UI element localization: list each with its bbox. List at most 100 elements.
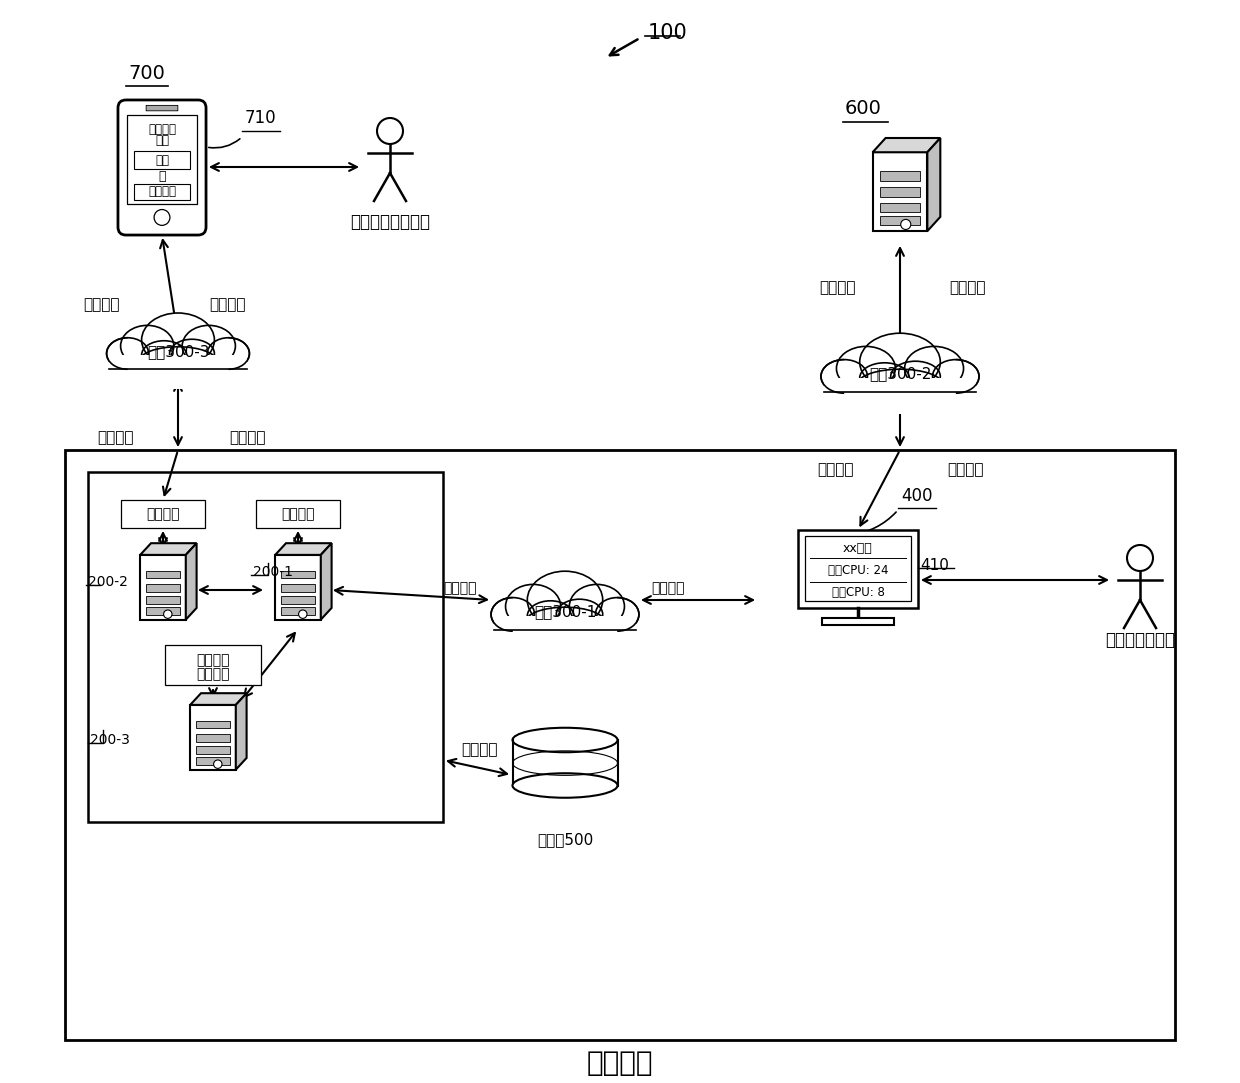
Ellipse shape [182, 325, 236, 367]
Ellipse shape [141, 341, 186, 369]
Text: 界面: 界面 [155, 134, 169, 147]
Text: 200-1: 200-1 [253, 565, 293, 579]
Ellipse shape [491, 598, 534, 631]
Polygon shape [873, 138, 940, 153]
Text: 业务数据: 业务数据 [461, 743, 498, 757]
Bar [165, 645, 260, 686]
Ellipse shape [525, 608, 605, 638]
Ellipse shape [527, 601, 574, 631]
Bar [255, 500, 340, 529]
Polygon shape [275, 544, 331, 554]
Bar [822, 618, 894, 625]
Polygon shape [873, 153, 928, 231]
Ellipse shape [890, 362, 940, 392]
Polygon shape [321, 544, 331, 619]
Bar [281, 597, 315, 604]
Ellipse shape [120, 325, 174, 367]
Ellipse shape [905, 347, 963, 390]
Text: 100: 100 [649, 23, 688, 43]
Text: 业务数据: 业务数据 [229, 431, 267, 445]
Ellipse shape [857, 369, 942, 400]
Bar [805, 536, 911, 601]
Bar [134, 184, 190, 200]
Ellipse shape [569, 585, 625, 628]
Text: 业务数据: 业务数据 [210, 298, 247, 313]
Bar [281, 571, 315, 578]
Circle shape [900, 220, 911, 230]
Polygon shape [236, 693, 247, 770]
Bar [146, 597, 180, 604]
Circle shape [164, 610, 172, 618]
Ellipse shape [207, 338, 249, 369]
Bar [825, 378, 976, 414]
Bar [492, 608, 637, 648]
Bar [822, 370, 977, 410]
Bar [108, 348, 248, 384]
Text: 申请信息: 申请信息 [947, 462, 983, 478]
Text: 200-3: 200-3 [91, 733, 130, 747]
Text: 业务数据: 业务数据 [148, 184, 176, 197]
Text: 网络300-2: 网络300-2 [869, 366, 931, 381]
Ellipse shape [557, 599, 603, 629]
Bar [512, 740, 618, 785]
Text: xx网关: xx网关 [843, 542, 873, 554]
Text: 网络300-3: 网络300-3 [146, 343, 210, 358]
Text: 许可信息: 许可信息 [820, 280, 857, 296]
Text: 接口网关: 接口网关 [196, 667, 229, 681]
Text: 200-2: 200-2 [88, 575, 128, 589]
Text: 客户侧部署人员: 客户侧部署人员 [1105, 631, 1176, 649]
Text: 查询: 查询 [155, 154, 169, 167]
Bar [126, 115, 197, 204]
Ellipse shape [595, 598, 639, 631]
Text: 700: 700 [128, 64, 165, 83]
Polygon shape [140, 544, 197, 554]
Text: 接入网关: 接入网关 [281, 507, 315, 521]
Bar [494, 616, 636, 652]
Bar [109, 355, 247, 389]
Bar [196, 720, 229, 728]
Ellipse shape [141, 313, 215, 367]
Polygon shape [190, 693, 247, 705]
Ellipse shape [506, 585, 560, 628]
Ellipse shape [512, 773, 618, 798]
Circle shape [154, 209, 170, 225]
Bar [281, 608, 315, 615]
Polygon shape [928, 138, 940, 231]
Ellipse shape [859, 334, 940, 391]
Bar [281, 584, 315, 591]
Text: 许可信息: 许可信息 [443, 580, 476, 595]
Ellipse shape [139, 347, 217, 375]
Text: 查询请求: 查询请求 [97, 431, 133, 445]
Polygon shape [190, 705, 236, 770]
Circle shape [377, 118, 403, 144]
Polygon shape [140, 554, 186, 619]
Text: 申请信息: 申请信息 [950, 280, 986, 296]
Ellipse shape [821, 360, 868, 393]
Ellipse shape [170, 339, 215, 368]
Text: 分配CPU: 8: 分配CPU: 8 [832, 587, 884, 600]
Bar [64, 451, 1176, 1040]
Ellipse shape [859, 363, 909, 393]
Bar [146, 608, 180, 615]
Bar [146, 571, 180, 578]
Text: ⌕: ⌕ [159, 170, 166, 183]
Circle shape [213, 760, 222, 768]
FancyBboxPatch shape [118, 100, 206, 235]
Circle shape [299, 610, 308, 618]
Text: 710: 710 [246, 109, 277, 127]
Text: 许可信息: 许可信息 [817, 462, 853, 478]
Bar [196, 746, 229, 754]
Bar [146, 584, 180, 591]
Bar [880, 187, 920, 197]
Text: 业务系统使用人员: 业务系统使用人员 [350, 213, 430, 231]
Ellipse shape [932, 360, 980, 393]
Ellipse shape [837, 347, 895, 390]
Ellipse shape [527, 571, 603, 629]
Text: 许可信息: 许可信息 [651, 580, 684, 595]
Polygon shape [186, 544, 197, 619]
Bar [196, 734, 229, 742]
Bar [134, 152, 190, 169]
Text: 400: 400 [901, 487, 932, 505]
Bar [799, 530, 918, 608]
Bar [880, 203, 920, 212]
